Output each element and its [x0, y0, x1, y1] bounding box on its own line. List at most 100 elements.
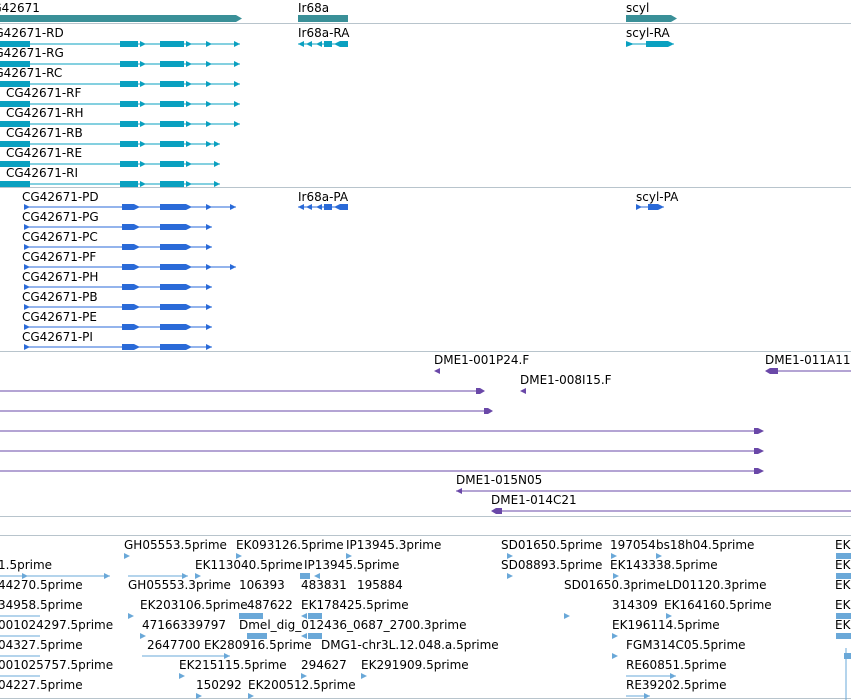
track-separator: [0, 23, 851, 24]
transcript-label[interactable]: CG42671-RC: [0, 66, 63, 80]
transcript-label[interactable]: CG42671-RH: [6, 106, 84, 120]
est-label[interactable]: EK: [835, 598, 851, 612]
est-label[interactable]: GH05553.3prime: [128, 578, 231, 592]
protein-label[interactable]: CG42671-PG: [22, 210, 99, 224]
est-label[interactable]: RE39202.5prime: [626, 678, 727, 692]
est-label[interactable]: RE60851.5prime: [626, 658, 727, 672]
transcript-label[interactable]: CG42671-RF: [6, 86, 82, 100]
est-label[interactable]: EK: [835, 558, 851, 572]
est-label[interactable]: 483831: [301, 578, 347, 592]
gene-label[interactable]: Ir68a: [298, 1, 330, 15]
clone-feature: [484, 408, 493, 414]
clone-label[interactable]: DME1-011A11: [765, 353, 851, 367]
est-label[interactable]: IP13945.3prime: [346, 538, 442, 552]
protein-model: [24, 324, 212, 330]
est-label[interactable]: EK: [835, 538, 851, 552]
est-feature: [0, 613, 851, 619]
gene-glyphs[interactable]: [0, 0, 851, 23]
clone-label[interactable]: DME1-001P24.F: [434, 353, 530, 367]
protein-label[interactable]: CG42671-PF: [22, 250, 97, 264]
protein-label[interactable]: CG42671-PB: [22, 290, 98, 304]
transcript-model: [0, 41, 240, 47]
est-label[interactable]: bs18h04.5prime: [656, 538, 755, 552]
transcript-glyphs[interactable]: [0, 24, 851, 187]
est-label[interactable]: EK178425.5prime: [301, 598, 409, 612]
transcript-label[interactable]: CG42671-RG: [0, 46, 64, 60]
est-label[interactable]: 1.5prime: [0, 558, 53, 572]
est-label[interactable]: 44270.5prime: [0, 578, 83, 592]
protein-label[interactable]: CG42671-PE: [22, 310, 97, 324]
protein-model: [24, 244, 212, 250]
est-label[interactable]: SD01650.3prime: [564, 578, 666, 592]
est-label[interactable]: EK203106.5prime: [140, 598, 248, 612]
transcript-label[interactable]: Ir68a-RA: [298, 26, 350, 40]
est-feature: [0, 633, 851, 639]
est-label[interactable]: 47166339797: [142, 618, 226, 632]
est-label[interactable]: GH05553.5prime: [124, 538, 227, 552]
est-label[interactable]: EK196114.5prime: [612, 618, 720, 632]
est-label[interactable]: DMG1-chr3L.12.048.a.5prime: [321, 638, 499, 652]
gene-label[interactable]: scyl: [626, 1, 650, 15]
est-label[interactable]: 34958.5prime: [0, 598, 83, 612]
est-label[interactable]: FGM314C05.5prime: [626, 638, 746, 652]
est-label[interactable]: 106393: [239, 578, 285, 592]
protein-label[interactable]: Ir68a-PA: [298, 190, 349, 204]
est-label[interactable]: EK164160.5prime: [664, 598, 772, 612]
est-label[interactable]: EK113040.5prime: [195, 558, 303, 572]
gene-label[interactable]: CG42671: [0, 1, 40, 15]
est-label[interactable]: LD01120.3prime: [666, 578, 767, 592]
transcript-label[interactable]: CG42671-RE: [6, 146, 83, 160]
transcript-label[interactable]: CG42671-RD: [0, 26, 64, 40]
est-label[interactable]: 195884: [357, 578, 403, 592]
clone-label[interactable]: DME1-008I15.F: [520, 373, 612, 387]
track-separator: [0, 187, 851, 188]
est-label[interactable]: SD01650.5prime: [501, 538, 603, 552]
protein-label[interactable]: CG42671-PC: [22, 230, 98, 244]
est-label[interactable]: IP13945.5prime: [304, 558, 400, 572]
transcript-label[interactable]: CG42671-RB: [6, 126, 83, 140]
est-label[interactable]: EK280916.5prime: [204, 638, 312, 652]
clone-label[interactable]: DME1-015N05: [456, 473, 543, 487]
est-label[interactable]: 150292: [196, 678, 242, 692]
protein-label[interactable]: CG42671-PI: [22, 330, 93, 344]
est-label[interactable]: 197054: [610, 538, 656, 552]
est-label[interactable]: EK: [835, 578, 851, 592]
est-label[interactable]: 314309: [612, 598, 658, 612]
est-label[interactable]: 001025757.5prime: [0, 658, 114, 672]
transcript-label[interactable]: CG42671-RI: [6, 166, 79, 180]
protein-model: [24, 204, 236, 210]
transcript-model: [0, 141, 220, 147]
clone-feature: [456, 488, 462, 494]
protein-label[interactable]: scyl-PA: [636, 190, 679, 204]
protein-label[interactable]: CG42671-PH: [22, 270, 99, 284]
protein-label[interactable]: CG42671-PD: [22, 190, 99, 204]
transcript-model: [0, 61, 240, 67]
clone-feature: [476, 388, 485, 394]
est-label[interactable]: EK200512.5prime: [248, 678, 356, 692]
protein-track: CG42671-PD CG42671-PG CG42671-PC CG42671…: [0, 188, 851, 351]
transcript-model: [0, 181, 220, 187]
est-label[interactable]: EK143338.5prime: [610, 558, 718, 572]
est-label[interactable]: EK215115.5prime: [179, 658, 287, 672]
transcript-label[interactable]: scyl-RA: [626, 26, 670, 40]
est-glyphs[interactable]: [0, 536, 851, 700]
est-label[interactable]: 04227.5prime: [0, 678, 83, 692]
clone-glyphs[interactable]: [0, 352, 851, 516]
est-label[interactable]: 487622: [247, 598, 293, 612]
est-label[interactable]: EK291909.5prime: [361, 658, 469, 672]
clone-feature: [754, 468, 764, 474]
est-label[interactable]: Dmel_dig_012436_0687_2700.3prime: [239, 618, 467, 632]
est-feature: [196, 693, 650, 699]
est-label[interactable]: 2647700: [147, 638, 201, 652]
transcript-track: CG42671-RD CG42671-RG CG42671-RC CG42671…: [0, 24, 851, 187]
est-label[interactable]: 001024297.5prime: [0, 618, 114, 632]
transcript-model: [0, 81, 240, 87]
est-label[interactable]: SD08893.5prime: [501, 558, 603, 572]
est-label[interactable]: EK: [835, 618, 851, 632]
transcript-model: [626, 41, 674, 47]
est-label[interactable]: EK093126.5prime: [236, 538, 344, 552]
protein-glyphs[interactable]: [0, 188, 851, 351]
est-label[interactable]: 04327.5prime: [0, 638, 83, 652]
est-label[interactable]: 294627: [301, 658, 347, 672]
clone-label[interactable]: DME1-014C21: [491, 493, 577, 507]
